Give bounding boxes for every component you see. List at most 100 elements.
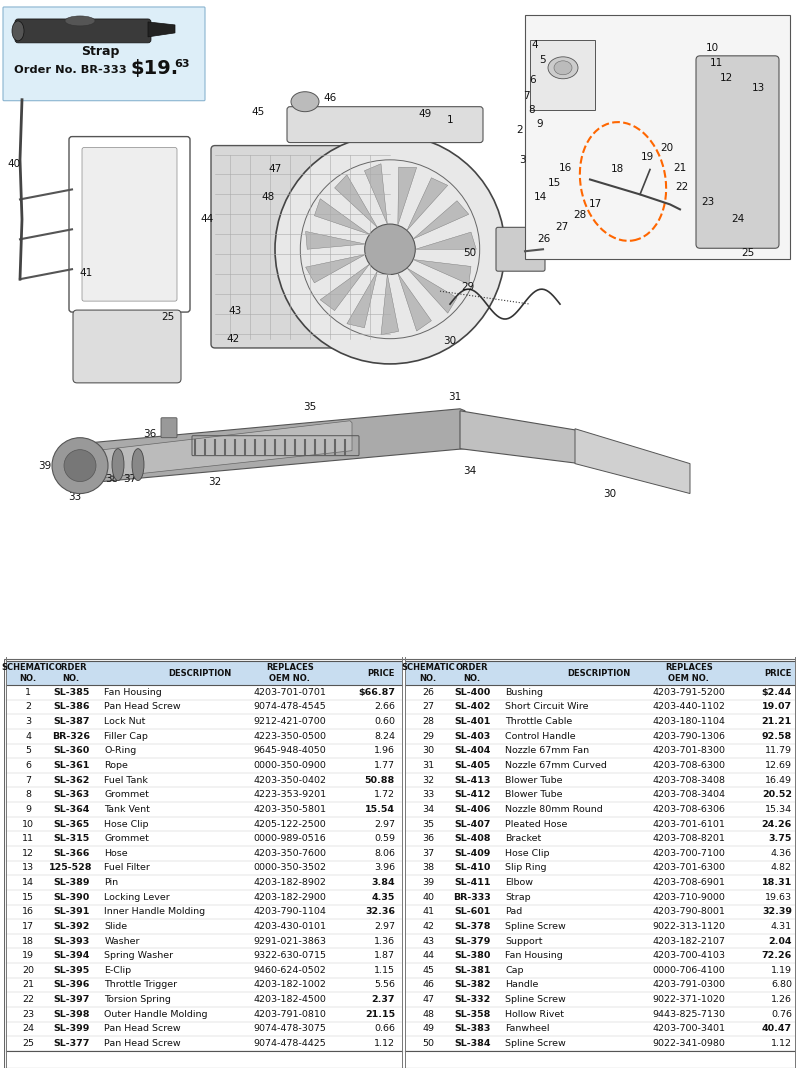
Text: 4203-708-6300: 4203-708-6300 (652, 761, 726, 770)
Polygon shape (365, 164, 387, 225)
Text: 8.06: 8.06 (374, 849, 395, 858)
Text: Grommet: Grommet (104, 791, 149, 799)
Text: Pleated Hose: Pleated Hose (506, 820, 568, 828)
Text: Filler Cap: Filler Cap (104, 732, 148, 740)
Ellipse shape (112, 448, 124, 480)
Polygon shape (413, 201, 469, 239)
Text: 1.12: 1.12 (771, 1039, 792, 1048)
Polygon shape (407, 178, 448, 230)
Text: 25: 25 (742, 248, 754, 258)
Circle shape (365, 224, 415, 275)
Text: 29: 29 (462, 282, 474, 292)
Text: REPLACES
OEM NO.: REPLACES OEM NO. (665, 663, 713, 683)
Text: 0000-989-0516: 0000-989-0516 (254, 835, 326, 843)
Text: 24: 24 (22, 1024, 34, 1034)
Text: 12: 12 (719, 73, 733, 82)
Text: 9460-624-0502: 9460-624-0502 (254, 966, 326, 975)
Text: 20.52: 20.52 (762, 791, 792, 799)
Text: 37: 37 (123, 474, 137, 484)
Text: 4203-700-4103: 4203-700-4103 (652, 951, 726, 960)
Text: 50: 50 (463, 248, 477, 258)
Text: 22: 22 (22, 995, 34, 1004)
Text: SL-387: SL-387 (53, 717, 90, 727)
Text: 4205-122-2500: 4205-122-2500 (254, 820, 326, 828)
FancyBboxPatch shape (15, 19, 151, 43)
FancyBboxPatch shape (496, 227, 545, 271)
Polygon shape (306, 255, 366, 282)
Text: 4.36: 4.36 (771, 849, 792, 858)
Polygon shape (314, 199, 370, 234)
Text: 3: 3 (518, 154, 526, 165)
Text: ORDER
NO.: ORDER NO. (55, 663, 87, 683)
Text: 40.47: 40.47 (762, 1024, 792, 1034)
Ellipse shape (65, 16, 95, 26)
Text: 23: 23 (22, 1010, 34, 1019)
Text: 42: 42 (422, 922, 434, 931)
Text: SL-360: SL-360 (53, 747, 90, 755)
Text: 16: 16 (558, 163, 572, 172)
Text: 1.72: 1.72 (374, 791, 395, 799)
Text: 20: 20 (661, 142, 674, 153)
Text: Tank Vent: Tank Vent (104, 805, 150, 814)
Polygon shape (347, 271, 378, 327)
Text: 9322-630-0715: 9322-630-0715 (254, 951, 326, 960)
Text: SL-406: SL-406 (454, 805, 490, 814)
Text: 14: 14 (22, 878, 34, 887)
Text: 92.58: 92.58 (762, 732, 792, 740)
Text: 4.35: 4.35 (372, 892, 395, 902)
FancyBboxPatch shape (287, 107, 483, 142)
Text: Lock Nut: Lock Nut (104, 717, 146, 727)
FancyBboxPatch shape (211, 146, 394, 348)
Text: 1.87: 1.87 (374, 951, 395, 960)
Text: Torsion Spring: Torsion Spring (104, 995, 171, 1004)
Text: 4203-701-6101: 4203-701-6101 (652, 820, 725, 828)
Text: 40: 40 (7, 158, 21, 168)
Text: 9: 9 (25, 805, 31, 814)
Text: SL-363: SL-363 (53, 791, 90, 799)
Text: Grommet: Grommet (104, 835, 149, 843)
Text: SL-601: SL-601 (454, 907, 490, 916)
Text: 1: 1 (446, 114, 454, 124)
Text: 45: 45 (422, 966, 434, 975)
Text: SL-365: SL-365 (53, 820, 90, 828)
Text: SL-377: SL-377 (53, 1039, 90, 1048)
Text: 4203-180-1104: 4203-180-1104 (652, 717, 725, 727)
Text: Elbow: Elbow (506, 878, 534, 887)
Text: 3.96: 3.96 (374, 863, 395, 872)
Text: 17: 17 (22, 922, 34, 931)
Text: Hose Clip: Hose Clip (104, 820, 149, 828)
Text: 4203-790-8001: 4203-790-8001 (652, 907, 725, 916)
Text: 0.60: 0.60 (374, 717, 395, 727)
Text: Pan Head Screw: Pan Head Screw (104, 703, 181, 712)
Text: 4203-708-6901: 4203-708-6901 (652, 878, 725, 887)
Text: SL-400: SL-400 (454, 688, 490, 697)
Text: 30: 30 (443, 336, 457, 346)
Polygon shape (95, 421, 352, 478)
Text: 30: 30 (422, 747, 434, 755)
Text: 1.96: 1.96 (374, 747, 395, 755)
Text: 6: 6 (25, 761, 31, 770)
Polygon shape (320, 264, 370, 310)
Text: 1.26: 1.26 (771, 995, 792, 1004)
Text: 21: 21 (22, 980, 34, 990)
Text: 3: 3 (25, 717, 31, 727)
Text: 5.56: 5.56 (374, 980, 395, 990)
Text: SL-386: SL-386 (53, 703, 90, 712)
Text: 26: 26 (422, 688, 434, 697)
Text: 4203-791-5200: 4203-791-5200 (652, 688, 725, 697)
Text: 2: 2 (517, 124, 523, 135)
Text: 11: 11 (22, 835, 34, 843)
Text: 27: 27 (422, 703, 434, 712)
Text: SL-364: SL-364 (53, 805, 90, 814)
Text: 0000-706-4100: 0000-706-4100 (652, 966, 725, 975)
Text: 4203-791-0810: 4203-791-0810 (254, 1010, 326, 1019)
Text: 44: 44 (200, 214, 214, 225)
Text: Washer: Washer (104, 936, 140, 946)
Text: 15.34: 15.34 (765, 805, 792, 814)
Text: 21.15: 21.15 (365, 1010, 395, 1019)
Text: 4203-700-3401: 4203-700-3401 (652, 1024, 726, 1034)
Text: 4223-350-0500: 4223-350-0500 (254, 732, 326, 740)
FancyBboxPatch shape (3, 7, 205, 101)
Text: 34: 34 (422, 805, 434, 814)
Polygon shape (334, 174, 378, 228)
